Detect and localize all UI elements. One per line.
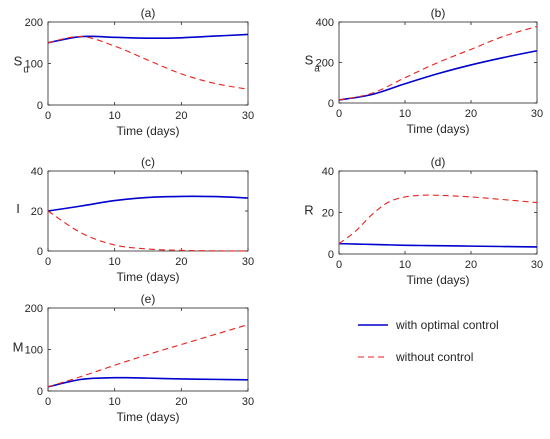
x-tick-label: 20 — [175, 256, 187, 268]
panel-title: (d) — [431, 155, 446, 169]
axes-frame — [47, 21, 249, 106]
x-tick-label: 0 — [45, 396, 51, 408]
x-axis-label: Time (days) — [117, 124, 180, 138]
y-axis-label: S — [14, 54, 23, 69]
x-tick-label: 30 — [531, 259, 543, 271]
series-line-optimal-control — [47, 33, 249, 44]
x-axis-label: Time (days) — [117, 270, 180, 284]
series-line-without-control — [47, 210, 249, 252]
x-tick-label: 0 — [336, 259, 342, 271]
y-tick-label: 0 — [37, 246, 43, 258]
x-tick-label: 10 — [109, 256, 121, 268]
x-tick-label: 30 — [242, 396, 254, 408]
y-axis-label: R — [304, 203, 313, 218]
x-axis-label: Time (days) — [407, 273, 470, 287]
y-tick-label: 200 — [25, 17, 43, 29]
x-tick-label: 10 — [399, 108, 411, 120]
panel-a: 0 10 20 30 0 100 200 (a) Time (days) Su — [14, 6, 254, 138]
series-line-without-control — [338, 25, 538, 101]
series-line-optimal-control — [47, 376, 249, 388]
x-tick-label: 20 — [465, 108, 477, 120]
legend-label-without-control: without control — [395, 350, 473, 364]
x-axis-label: Time (days) — [407, 122, 470, 136]
y-axis-label: M — [13, 340, 24, 355]
series-line-optimal-control — [338, 242, 538, 248]
panel-c: 0 10 20 30 0 20 40 (c) Time (days) I — [16, 155, 254, 284]
x-tick-label: 0 — [45, 256, 51, 268]
axes-frame — [338, 170, 538, 255]
y-tick-label: 200 — [316, 58, 334, 70]
y-tick-label: 20 — [322, 208, 334, 220]
series-line-optimal-control — [338, 49, 538, 101]
panel-title: (c) — [141, 155, 155, 169]
panel-title: (b) — [431, 6, 446, 20]
y-tick-label: 0 — [37, 386, 43, 398]
y-tick-label: 200 — [25, 303, 43, 315]
y-axis-label-subscript: u — [23, 65, 29, 76]
panel-d: 0 10 20 30 0 20 40 (d) Time (days) R — [304, 155, 543, 287]
y-tick-label: 20 — [31, 206, 43, 218]
y-axis-label: I — [16, 201, 20, 216]
y-tick-label: 0 — [328, 249, 334, 261]
x-tick-label: 30 — [242, 256, 254, 268]
x-tick-label: 20 — [465, 259, 477, 271]
panel-title: (a) — [141, 6, 156, 20]
y-tick-label: 400 — [316, 17, 334, 29]
x-tick-label: 0 — [336, 108, 342, 120]
x-axis-label: Time (days) — [117, 410, 180, 424]
panel-title: (e) — [141, 292, 156, 306]
series-line-without-control — [47, 35, 249, 90]
x-tick-label: 10 — [109, 396, 121, 408]
x-tick-label: 0 — [45, 110, 51, 122]
x-tick-label: 10 — [109, 110, 121, 122]
legend-label-optimal: with optimal control — [395, 318, 499, 332]
x-tick-label: 30 — [531, 108, 543, 120]
y-tick-label: 40 — [322, 166, 334, 178]
x-tick-label: 20 — [175, 110, 187, 122]
y-tick-label: 100 — [25, 59, 43, 71]
x-tick-label: 10 — [399, 259, 411, 271]
y-axis-label: S — [305, 53, 314, 68]
axes-frame — [47, 170, 249, 252]
series-line-optimal-control — [47, 195, 249, 212]
legend: with optimal control without control — [358, 318, 499, 364]
series-line-without-control — [338, 194, 538, 245]
y-tick-label: 0 — [37, 100, 43, 112]
series-line-without-control — [47, 324, 249, 388]
y-tick-label: 100 — [25, 345, 43, 357]
y-axis-label-subscript: a — [314, 64, 320, 75]
axes-frame — [338, 21, 538, 104]
panel-b: 0 10 20 30 0 200 400 (b) Time (days) Sa — [305, 6, 543, 136]
x-tick-label: 30 — [242, 110, 254, 122]
y-tick-label: 0 — [328, 98, 334, 110]
y-tick-label: 40 — [31, 166, 43, 178]
panel-e: 0 10 20 30 0 100 200 (e) Time (days) M — [13, 292, 255, 424]
x-tick-label: 20 — [175, 396, 187, 408]
